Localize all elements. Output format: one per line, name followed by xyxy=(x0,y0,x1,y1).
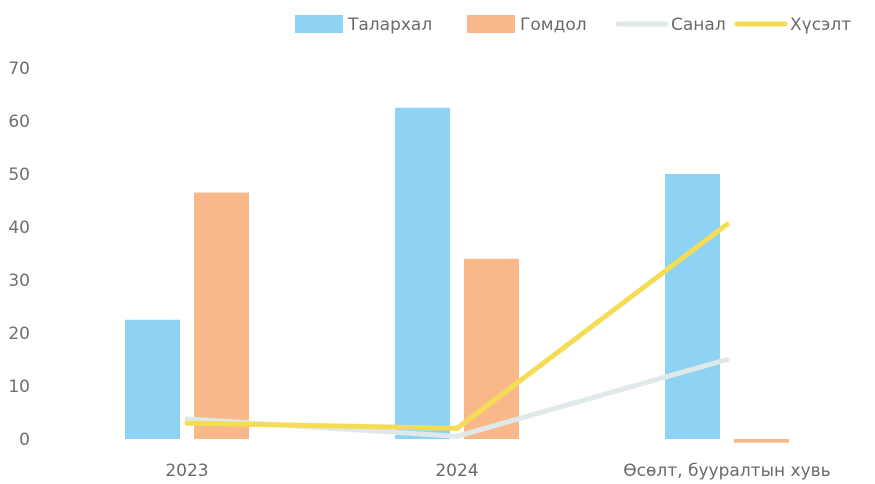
y-tick-label: 20 xyxy=(8,324,30,344)
x-axis: 2023 2024 Өсөлт, бууралтын хувь xyxy=(165,461,830,481)
y-tick-label: 60 xyxy=(8,112,30,132)
legend-label: Хүсэлт xyxy=(790,15,851,35)
legend-swatch xyxy=(467,15,515,33)
bars xyxy=(125,107,789,443)
y-tick-label: 30 xyxy=(8,271,30,291)
bar-Талархал-2024 xyxy=(395,107,450,439)
y-tick-label: 0 xyxy=(19,430,30,450)
bar-Гомдол-2024 xyxy=(464,258,519,439)
legend: Талархал Гомдол Санал Хүсэлт xyxy=(295,15,851,35)
x-category-label: Өсөлт, бууралтын хувь xyxy=(623,461,830,481)
y-tick-label: 10 xyxy=(8,377,30,397)
legend-swatch xyxy=(295,15,343,33)
y-tick-label: 40 xyxy=(8,218,30,238)
series-line-Хүсэлт xyxy=(184,221,730,431)
bar-Талархал-Өсөлт, бууралтын хувь xyxy=(665,174,720,439)
y-tick-label: 50 xyxy=(8,165,30,185)
x-category-label: 2024 xyxy=(435,461,478,481)
legend-label: Санал xyxy=(671,15,726,35)
x-category-label: 2023 xyxy=(165,461,208,481)
y-axis: 0 10 20 30 40 50 60 70 xyxy=(8,59,30,450)
bar-Талархал-2023 xyxy=(125,319,180,439)
bar-Гомдол-Өсөлт, бууралтын хувь xyxy=(734,439,789,443)
legend-label: Талархал xyxy=(347,15,432,35)
bar-Гомдол-2023 xyxy=(194,192,249,439)
legend-label: Гомдол xyxy=(520,15,587,35)
y-tick-label: 70 xyxy=(8,59,30,79)
lines xyxy=(184,221,730,439)
